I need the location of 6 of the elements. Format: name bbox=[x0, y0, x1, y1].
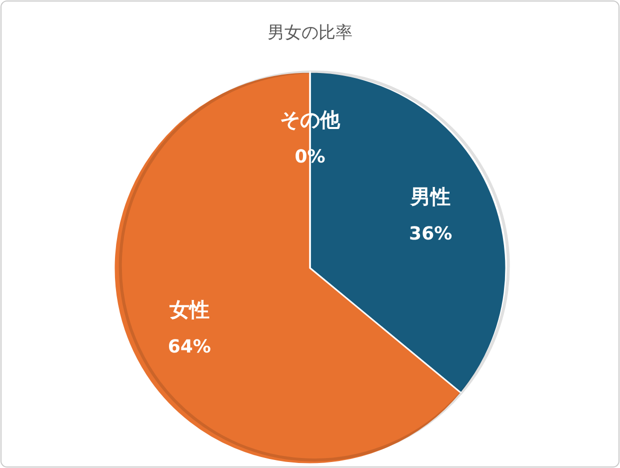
slice-label: 男性 bbox=[410, 184, 451, 208]
text: 0% bbox=[294, 146, 326, 168]
data-label: 36% bbox=[409, 223, 452, 244]
chart-title: 男女の比率 bbox=[268, 23, 352, 43]
data-label: 64% bbox=[168, 336, 211, 358]
slice-label: 女性 bbox=[168, 298, 210, 322]
